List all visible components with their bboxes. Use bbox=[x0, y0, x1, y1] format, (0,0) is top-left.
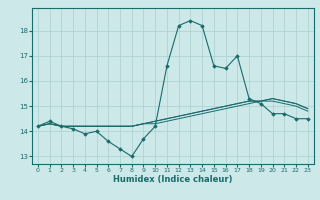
X-axis label: Humidex (Indice chaleur): Humidex (Indice chaleur) bbox=[113, 175, 233, 184]
